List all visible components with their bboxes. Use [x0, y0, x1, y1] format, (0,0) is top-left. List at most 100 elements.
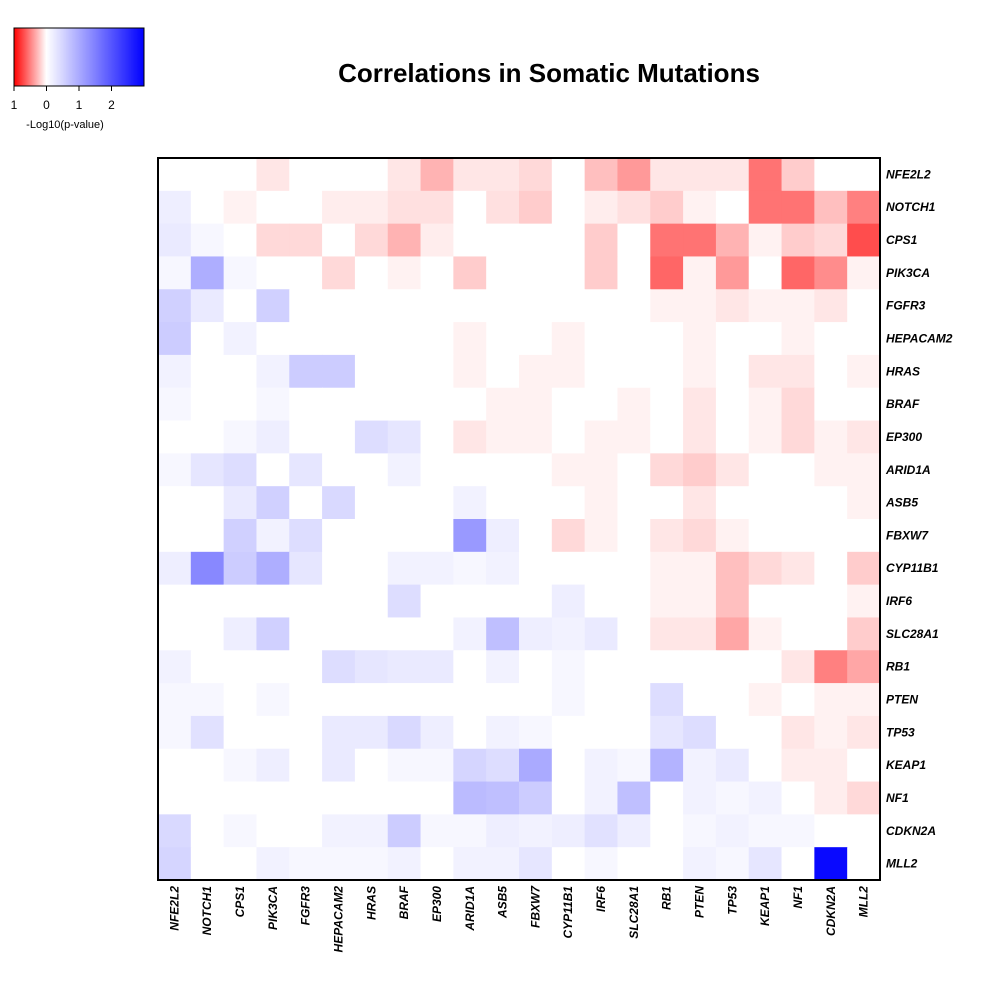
heatmap-cell	[617, 486, 651, 520]
legend-color-bar	[13, 27, 145, 87]
heatmap-cell	[847, 683, 881, 717]
heatmap-cell	[683, 781, 717, 815]
heatmap-cell	[617, 354, 651, 389]
heatmap-cells	[158, 158, 881, 881]
heatmap-cell	[584, 683, 619, 717]
heatmap-cell	[781, 814, 815, 848]
heatmap-cell	[453, 158, 487, 192]
heatmap-cell	[781, 551, 815, 586]
heatmap-cell	[453, 715, 487, 750]
heatmap-cell	[617, 387, 651, 422]
heatmap-cell	[453, 650, 487, 684]
heatmap-cell	[158, 420, 192, 454]
row-label: EP300	[886, 430, 922, 444]
heatmap-cell	[519, 847, 553, 881]
heatmap-cell	[683, 551, 717, 586]
heatmap-cell	[814, 256, 848, 290]
heatmap-cell	[683, 650, 717, 684]
heatmap-cell	[551, 223, 586, 258]
heatmap-cell	[486, 322, 520, 356]
heatmap-cell	[420, 847, 454, 881]
heatmap-cell	[650, 387, 684, 422]
heatmap-cell	[256, 420, 290, 454]
heatmap-cell	[223, 486, 258, 520]
heatmap-cell	[814, 847, 848, 881]
heatmap-cell	[420, 781, 454, 815]
heatmap-cell	[519, 617, 553, 651]
heatmap-cell	[551, 683, 586, 717]
heatmap-cell	[420, 354, 454, 389]
color-legend: 1 0 1 2 -Log10(p-value)	[11, 27, 145, 131]
heatmap-cell	[354, 256, 389, 290]
heatmap-cell	[814, 617, 848, 651]
heatmap-cell	[847, 551, 881, 586]
heatmap-cell	[223, 158, 258, 192]
heatmap-cell	[814, 551, 848, 586]
heatmap-cell	[453, 584, 487, 619]
heatmap-cell	[847, 748, 881, 783]
heatmap-cell	[847, 650, 881, 684]
heatmap-cell	[650, 420, 684, 454]
heatmap-cell	[223, 584, 258, 619]
heatmap-cell	[715, 617, 750, 651]
heatmap-cell	[748, 453, 783, 487]
heatmap-cell	[617, 158, 651, 192]
heatmap-cell	[420, 650, 454, 684]
heatmap-cell	[190, 420, 225, 454]
heatmap-cell	[847, 781, 881, 815]
heatmap-cell	[322, 519, 356, 553]
heatmap-cell	[223, 519, 258, 553]
heatmap-cell	[420, 190, 454, 225]
heatmap-cell	[781, 748, 815, 783]
heatmap-cell	[223, 683, 258, 717]
heatmap-cell	[322, 617, 356, 651]
heatmap-cell	[551, 814, 586, 848]
heatmap-cell	[748, 387, 783, 422]
heatmap-cell	[584, 486, 619, 520]
heatmap-cell	[551, 715, 586, 750]
heatmap-cell	[387, 486, 422, 520]
heatmap-cell	[190, 781, 225, 815]
heatmap-cell	[584, 814, 619, 848]
row-label: IRF6	[886, 594, 912, 608]
heatmap-cell	[683, 519, 717, 553]
heatmap-cell	[584, 453, 619, 487]
heatmap-cell	[781, 190, 815, 225]
heatmap-cell	[847, 190, 881, 225]
heatmap-cell	[715, 650, 750, 684]
row-label: FBXW7	[886, 528, 929, 542]
heatmap-cell	[322, 814, 356, 848]
heatmap-cell	[814, 814, 848, 848]
heatmap-cell	[683, 584, 717, 619]
heatmap-cell	[748, 420, 783, 454]
heatmap-cell	[715, 748, 750, 783]
heatmap-cell	[584, 256, 619, 290]
heatmap-cell	[715, 519, 750, 553]
heatmap-cell	[551, 354, 586, 389]
column-label: PIK3CA	[266, 886, 280, 930]
heatmap-cell	[486, 289, 520, 323]
heatmap-cell	[387, 551, 422, 586]
heatmap-cell	[354, 190, 389, 225]
heatmap-cell	[387, 617, 422, 651]
column-label: NFE2L2	[167, 886, 181, 931]
heatmap-cell	[256, 715, 290, 750]
heatmap-cell	[748, 354, 783, 389]
heatmap-cell	[387, 322, 422, 356]
heatmap-cell	[256, 486, 290, 520]
heatmap-cell	[617, 551, 651, 586]
heatmap-cell	[650, 453, 684, 487]
column-label: FBXW7	[528, 885, 542, 928]
heatmap-cell	[748, 617, 783, 651]
heatmap-cell	[551, 420, 586, 454]
heatmap-cell	[289, 453, 323, 487]
heatmap-cell	[847, 354, 881, 389]
heatmap-cell	[190, 256, 225, 290]
heatmap-cell	[322, 781, 356, 815]
heatmap-cell	[781, 847, 815, 881]
heatmap-cell	[683, 683, 717, 717]
heatmap-cell	[650, 223, 684, 258]
heatmap-cell	[847, 158, 881, 192]
heatmap-cell	[322, 486, 356, 520]
heatmap-cell	[190, 158, 225, 192]
